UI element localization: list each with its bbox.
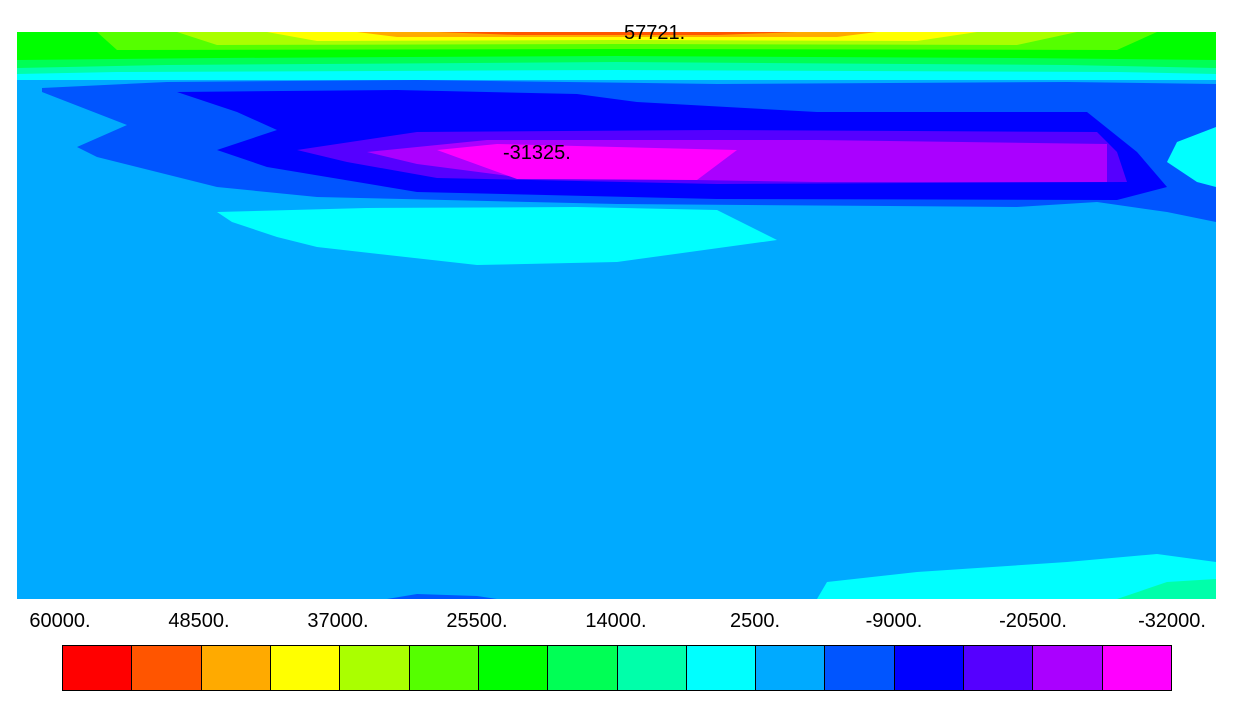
colorbar-tick-label: -9000. xyxy=(865,610,923,632)
contour-band-red-top xyxy=(437,32,797,35)
colorbar xyxy=(62,645,1172,691)
contour-band-right-spot xyxy=(1167,127,1216,187)
colorbar-swatch xyxy=(756,646,826,690)
colorbar-tick-label: -32000. xyxy=(1138,610,1206,632)
colorbar-swatch xyxy=(132,646,202,690)
colorbar-swatch xyxy=(63,646,133,690)
colorbar-swatch xyxy=(964,646,1034,690)
contour-band-cyan-bottom xyxy=(817,554,1216,599)
colorbar-tick-labels: 60000. 48500. 37000. 25500. 14000. 2500.… xyxy=(0,610,1233,640)
colorbar-tick-label: 2500. xyxy=(729,610,781,632)
contour-band-blue-bottom xyxy=(387,594,497,599)
contour-plot xyxy=(17,32,1216,599)
colorbar-swatch xyxy=(1102,646,1171,690)
colorbar-swatch xyxy=(825,646,895,690)
max-value-label: 57721. xyxy=(624,22,686,44)
colorbar-swatch xyxy=(478,646,549,690)
contour-band-aqua-bottom xyxy=(1117,579,1216,599)
colorbar-tick-label: -20500. xyxy=(999,610,1067,632)
colorbar-swatch xyxy=(409,646,479,690)
colorbar-swatch xyxy=(617,646,687,690)
colorbar-tick-label: 37000. xyxy=(307,610,369,632)
colorbar-tick-label: 60000. xyxy=(29,610,91,632)
colorbar-swatch xyxy=(201,646,271,690)
colorbar-swatch xyxy=(340,646,410,690)
colorbar-swatch xyxy=(894,646,965,690)
colorbar-swatch xyxy=(548,646,618,690)
contour-band-magenta xyxy=(437,144,737,180)
contour-band-cyan-lobe xyxy=(217,207,777,265)
colorbar-tick-label: 48500. xyxy=(168,610,230,632)
colorbar-swatch xyxy=(270,646,341,690)
colorbar-swatch xyxy=(686,646,757,690)
colorbar-swatch xyxy=(1033,646,1103,690)
min-value-label: -31325. xyxy=(503,142,571,164)
colorbar-tick-label: 25500. xyxy=(446,610,508,632)
colorbar-tick-label: 14000. xyxy=(585,610,647,632)
